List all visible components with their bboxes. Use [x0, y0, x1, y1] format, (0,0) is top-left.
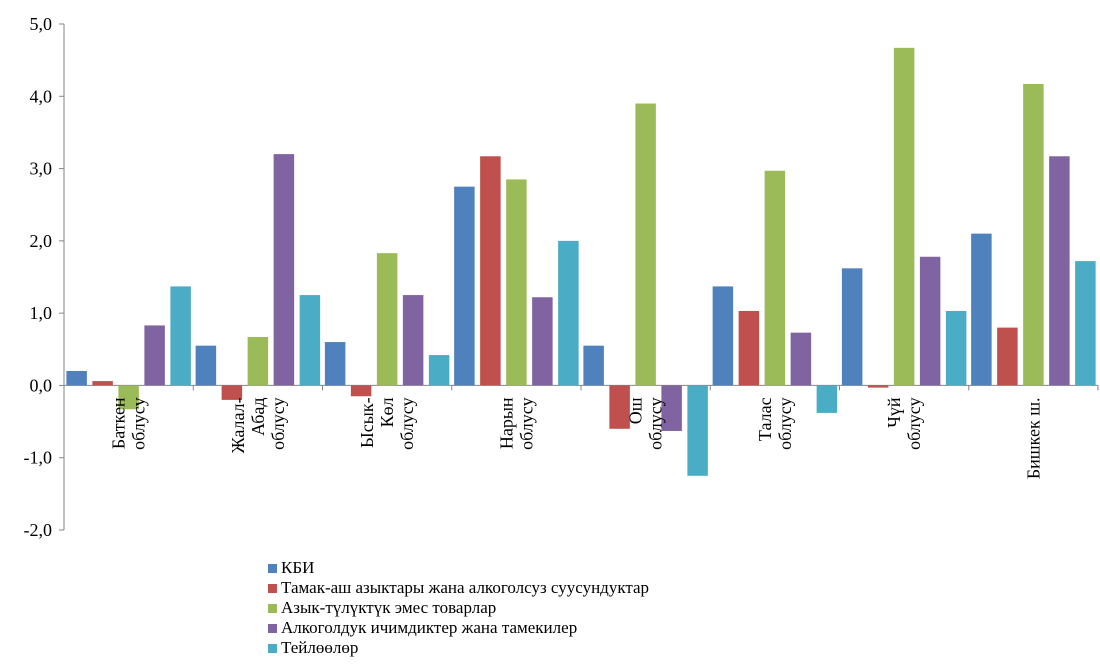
x-tick-label: облусу	[397, 397, 417, 449]
y-tick-label: -1,0	[24, 448, 53, 468]
bar	[118, 385, 139, 410]
x-axis-category-labels: Баткен облусу Жалал- Абад облусу Ысык- Көл облу…	[109, 397, 1044, 479]
y-tick-label: 1,0	[30, 303, 53, 323]
legend-label: КБИ	[281, 558, 315, 577]
bar	[1075, 261, 1096, 386]
x-tick-label: облусу	[516, 397, 536, 449]
x-tick-label: Чүй	[884, 397, 904, 428]
y-tick-label: 0,0	[30, 375, 53, 395]
x-category-label: Ысык- Көл облусу	[357, 397, 417, 449]
bar	[712, 286, 734, 386]
bar	[867, 385, 889, 388]
bar	[66, 370, 87, 386]
legend-label: Алкоголдук ичимдиктер жана тамекилер	[281, 618, 578, 637]
legend-swatch-food	[268, 583, 277, 593]
bar	[687, 385, 708, 476]
bar	[454, 186, 475, 386]
bar	[195, 345, 217, 386]
x-tick-label: Ысык-	[357, 397, 377, 448]
bar	[480, 156, 501, 386]
bar	[816, 385, 838, 413]
legend-label: Тамак-аш азыктары жана алкоголсуз суусун…	[281, 578, 650, 597]
bar	[790, 332, 812, 386]
x-tick-label: облусу	[268, 397, 288, 449]
legend-swatch-kbi	[268, 563, 277, 573]
x-tick-label: облусу	[129, 397, 149, 449]
bar	[324, 342, 346, 386]
x-tick-label: облусу	[646, 397, 666, 449]
x-category-label: Ош облусу	[626, 397, 666, 450]
legend-item: Тамак-аш азыктары жана алкоголсуз суусун…	[268, 578, 649, 598]
bar	[170, 286, 191, 386]
x-tick-label: Нарын	[496, 397, 516, 449]
bar	[1049, 156, 1070, 386]
bar	[893, 47, 915, 386]
bar	[402, 295, 424, 386]
legend-swatch-services	[268, 643, 277, 653]
x-tick-label: Жалал-	[228, 397, 248, 453]
y-tick-label: 2,0	[30, 231, 53, 251]
x-tick-label: облусу	[904, 397, 924, 449]
y-tick-label: 4,0	[30, 86, 53, 106]
legend-label: Тейлөөлөр	[281, 638, 359, 657]
legend: КБИ Тамак-аш азыктары жана алкоголсуз су…	[268, 558, 649, 658]
legend-swatch-alcohol	[268, 623, 277, 633]
x-category-label: Талас облусу	[755, 397, 795, 449]
bar	[997, 327, 1018, 386]
bar	[273, 154, 295, 386]
bar	[506, 179, 527, 386]
bar	[635, 103, 656, 386]
bar	[92, 381, 113, 386]
bar	[299, 295, 321, 386]
x-tick-label: Талас	[755, 397, 775, 441]
bar	[532, 297, 553, 386]
x-category-label: Бишкек ш.	[1023, 397, 1043, 479]
legend-swatch-nonfood	[268, 603, 277, 613]
bar	[221, 385, 243, 400]
bar	[350, 385, 372, 397]
bar	[558, 240, 579, 386]
bar	[764, 170, 786, 386]
x-tick-label: Көл	[377, 397, 397, 427]
y-tick-label: 3,0	[30, 159, 53, 179]
y-tick-label: -2,0	[24, 520, 53, 540]
legend-item: Алкоголдук ичимдиктер жана тамекилер	[268, 618, 649, 638]
x-category-label: Чүй облусу	[884, 397, 924, 450]
bar	[609, 385, 630, 429]
x-tick-label: Абад	[248, 397, 268, 435]
x-tick-label: облусу	[775, 397, 795, 449]
bar	[971, 233, 992, 386]
x-tick-label: Баткен	[109, 397, 129, 449]
bar	[661, 385, 682, 431]
legend-item: КБИ	[268, 558, 649, 578]
bar	[376, 253, 398, 386]
bar	[247, 337, 269, 386]
x-tick-label: Бишкек ш.	[1023, 397, 1043, 479]
x-tick-label: Ош	[626, 397, 646, 424]
legend-item: Азык-түлүктүк эмес товарлар	[268, 598, 649, 618]
bar	[144, 325, 165, 386]
bar	[738, 310, 760, 386]
x-category-label: Баткен облусу	[109, 397, 149, 450]
legend-label: Азык-түлүктүк эмес товарлар	[281, 598, 497, 617]
y-tick-label: 5,0	[30, 14, 53, 34]
x-category-label: Жалал- Абад облусу	[228, 397, 288, 453]
bars	[66, 47, 1096, 476]
legend-item: Тейлөөлөр	[268, 638, 649, 658]
bar	[583, 345, 604, 386]
x-category-label: Нарын облусу	[496, 397, 536, 450]
bar	[1023, 84, 1044, 386]
bar	[919, 256, 941, 386]
y-axis-tick-labels: 5,0 4,0 3,0 2,0 1,0 0,0 -1,0 -2,0	[24, 14, 53, 540]
bar	[428, 355, 450, 386]
bar	[945, 310, 967, 386]
bar	[841, 268, 863, 386]
